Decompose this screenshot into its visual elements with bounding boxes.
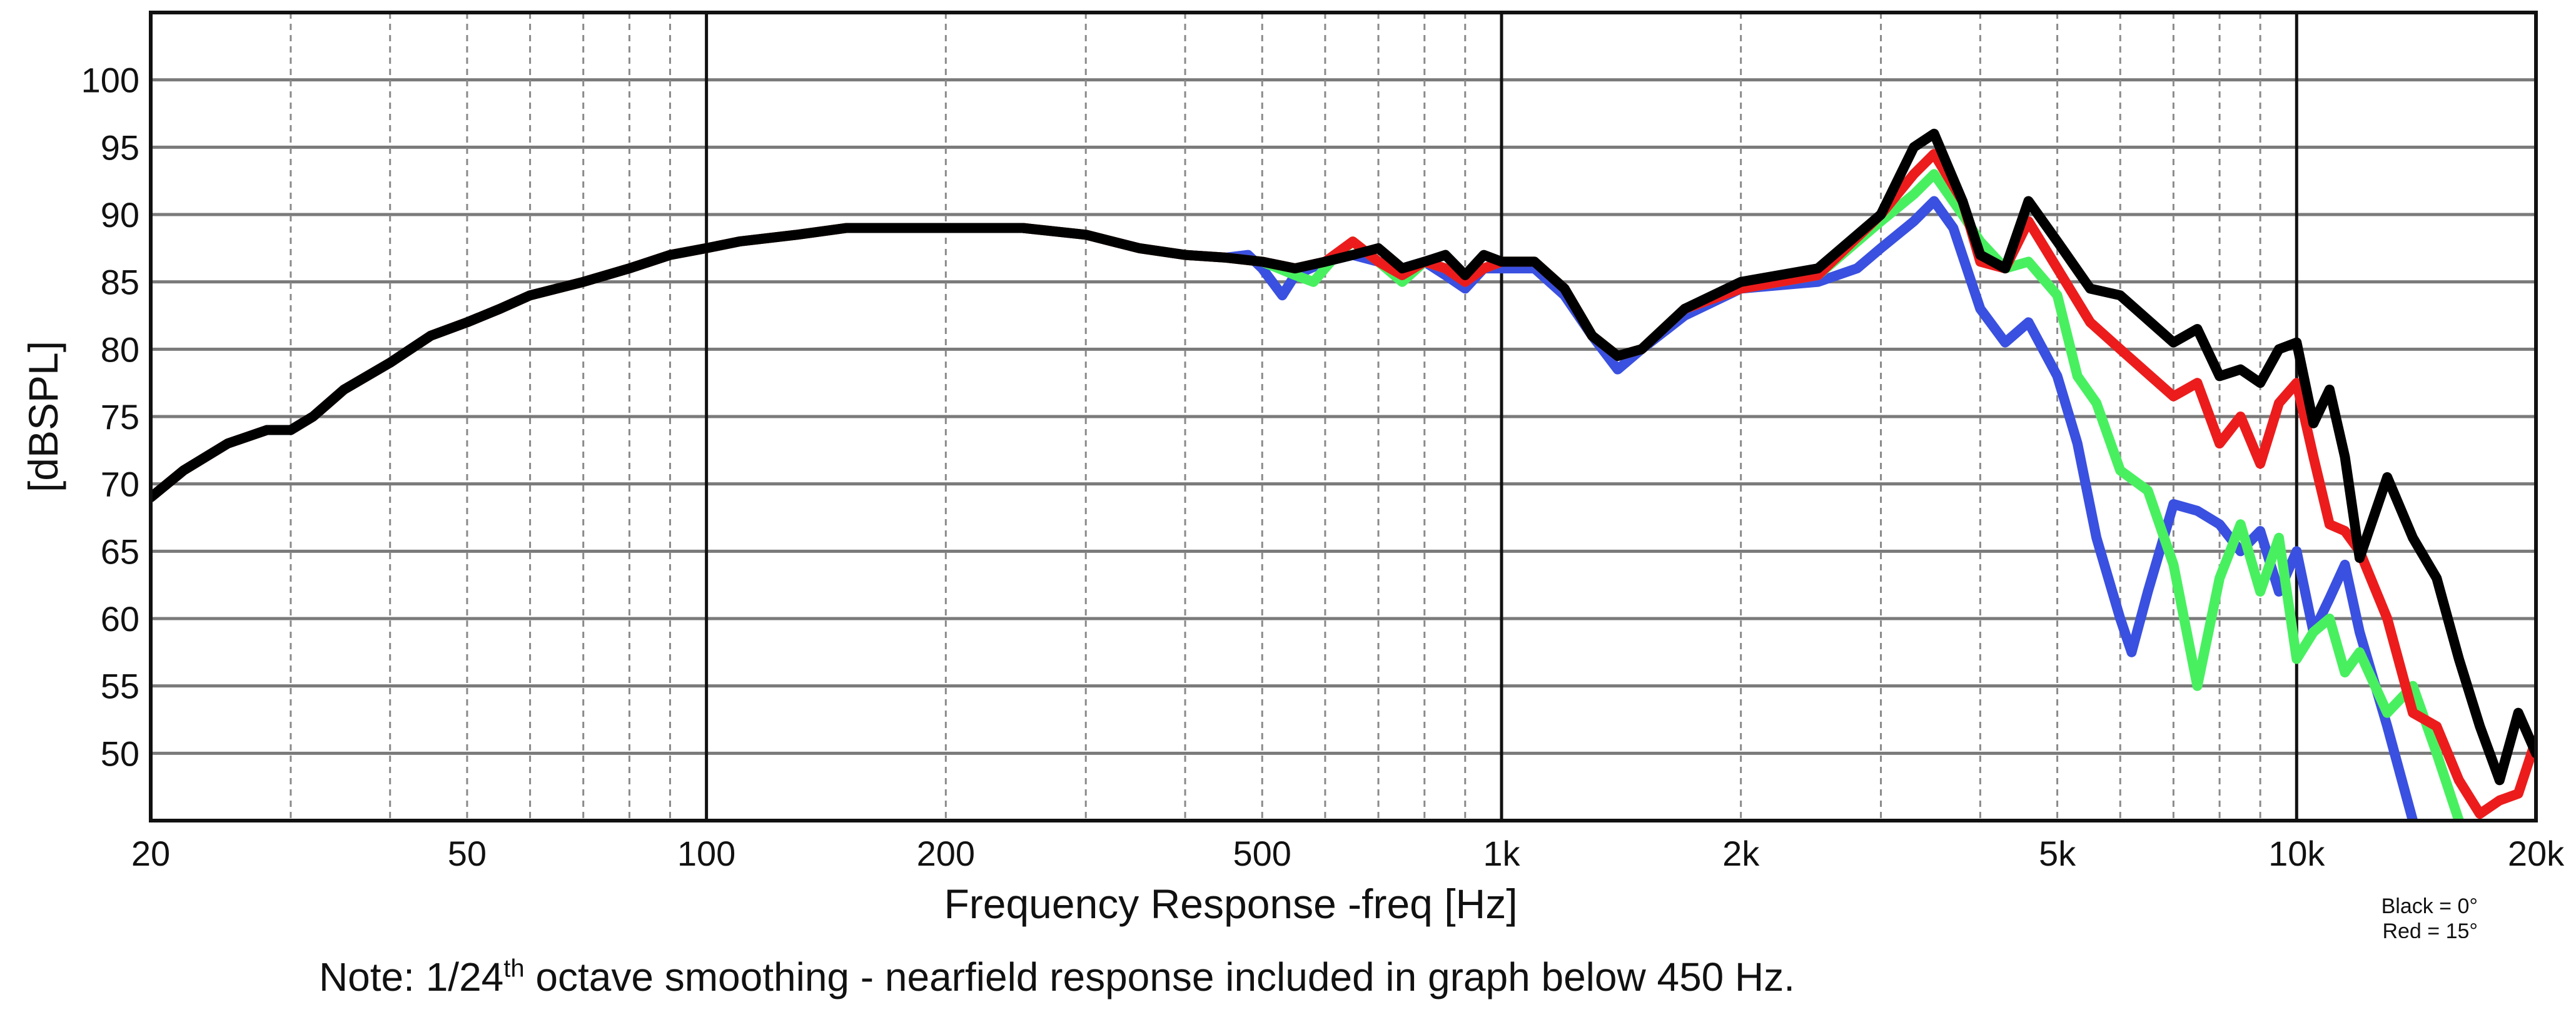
note-suffix: octave smoothing - nearfield response in…: [524, 954, 1796, 999]
y-axis-title: [dBSPL]: [20, 341, 66, 492]
series-layer: [151, 128, 2536, 821]
x-tick-label: 10k: [2268, 834, 2325, 873]
x-tick-label: 20: [131, 834, 170, 873]
note-prefix: Note: 1/24: [318, 954, 504, 999]
grid: [151, 13, 2536, 821]
x-axis-title: Frequency Response -freq [Hz]: [944, 881, 1517, 927]
plot-frame: [149, 11, 2538, 822]
x-tick-label: 20k: [2508, 834, 2565, 873]
x-tick-label: 50: [448, 834, 487, 873]
y-tick-label: 95: [101, 128, 139, 167]
y-tick-label: 100: [81, 61, 139, 100]
legend-entry: Red = 15°: [2382, 919, 2478, 938]
x-tick-label: 200: [917, 834, 975, 873]
y-tick-label: 85: [101, 263, 139, 302]
x-tick-label: 500: [1233, 834, 1291, 873]
tick-labels: 50 55 60 65 70 75 80 85 90 95 100 20 50 100 200 500 1k 2k…: [81, 61, 2565, 873]
y-tick-label: 70: [101, 465, 139, 504]
y-tick-label: 80: [101, 330, 139, 369]
legend: Black = 0°Red = 15°Green = 30°Blue = 45°: [2382, 894, 2478, 938]
y-tick-label: 90: [101, 195, 139, 235]
y-tick-label: 55: [101, 667, 139, 706]
note-superscript: th: [503, 954, 525, 983]
frequency-response-chart: 50 55 60 65 70 75 80 85 90 95 100 20 50 100 200 500 1k 2k…: [20, 11, 2565, 938]
x-tick-label: 5k: [2039, 834, 2076, 873]
series-line-3: [151, 128, 2536, 786]
y-tick-label: 65: [101, 532, 139, 571]
x-tick-label: 100: [677, 834, 735, 873]
y-tick-label: 75: [101, 397, 139, 437]
legend-entry: Black = 0°: [2382, 894, 2478, 918]
x-tick-label: 2k: [1722, 834, 1760, 873]
x-tick-label: 1k: [1483, 834, 1520, 873]
y-tick-label: 60: [101, 599, 139, 639]
y-tick-label: 50: [101, 734, 139, 773]
smoothing-note: Note: 1/24th octave smoothing - nearfiel…: [0, 954, 2114, 1000]
